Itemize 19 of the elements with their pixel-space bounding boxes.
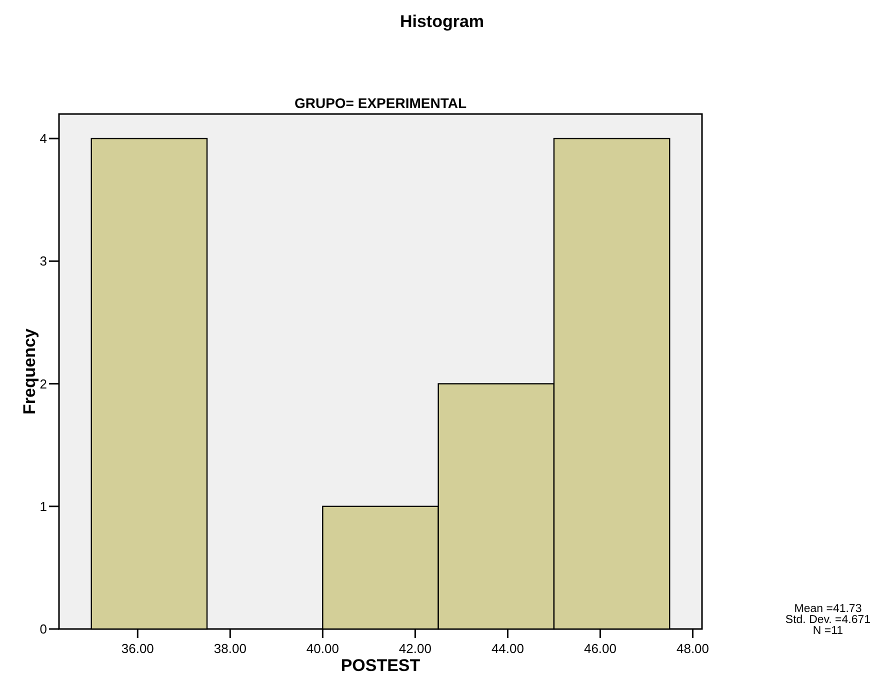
x-axis-title: POSTEST	[340, 656, 421, 675]
x-tick-label: 42.00	[398, 641, 432, 656]
x-tick-label: 38.00	[214, 641, 246, 656]
chart-title: Histogram	[400, 12, 484, 31]
chart-subtitle: GRUPO= EXPERIMENTAL	[294, 95, 467, 111]
x-tick-label: 40.00	[306, 641, 339, 656]
y-tick-label: 3	[40, 254, 47, 269]
y-tick-label: 1	[40, 498, 47, 514]
text: Std. Dev. =4.671	[785, 614, 871, 626]
text: Mean =41.73	[794, 603, 862, 615]
x-tick-label: 46.00	[584, 641, 617, 656]
y-tick-label: 4	[40, 131, 47, 146]
y-axis-title: Frequency	[20, 328, 39, 414]
y-tick-label: 0	[40, 622, 47, 637]
text: N =11	[812, 625, 844, 637]
x-tick-label: 48.00	[676, 641, 710, 656]
x-tick-label: 44.00	[491, 641, 524, 656]
y-tick-label: 2	[40, 376, 47, 392]
x-tick-label: 36.00	[121, 641, 154, 656]
